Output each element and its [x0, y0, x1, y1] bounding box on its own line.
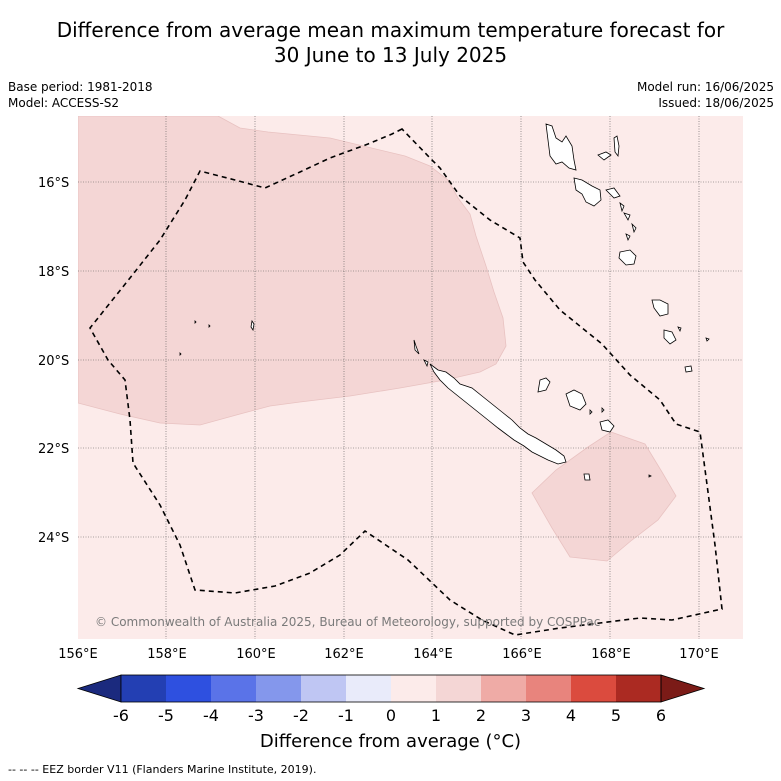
colorbar-segment	[616, 675, 661, 702]
island-group-loyalty	[413, 339, 652, 481]
cb-tick-1: 1	[431, 706, 441, 725]
colorbar-segment	[391, 675, 436, 702]
lon-label-160e: 160°E	[236, 647, 276, 662]
base-period-text: Base period: 1981-2018	[8, 80, 153, 94]
lon-label-164e: 164°E	[413, 647, 453, 662]
eez-border	[89, 128, 723, 636]
lat-label-20s: 20°S	[38, 354, 69, 369]
lat-label-22s: 22°S	[38, 442, 69, 457]
island-new-caledonia	[429, 363, 567, 465]
colorbar-frame	[120, 674, 662, 703]
cb-tick-5: 5	[611, 706, 621, 725]
issued-text: Issued: 18/06/2025	[658, 96, 774, 110]
lon-label-166e: 166°E	[502, 647, 542, 662]
colorbar-segment	[526, 675, 571, 702]
colorbar-extend-high	[660, 674, 706, 703]
lon-label-156e: 156°E	[58, 647, 98, 662]
colorbar-segment	[121, 675, 166, 702]
cb-tick-neg6: -6	[113, 706, 129, 725]
lat-label-16s: 16°S	[38, 176, 69, 191]
eez-footnote: -- -- -- EEZ border V11 (Flanders Marine…	[8, 763, 317, 776]
cb-tick-neg2: -2	[293, 706, 309, 725]
lon-label-162e: 162°E	[324, 647, 364, 662]
colorbar-segment	[301, 675, 346, 702]
meta-right: Model run: 16/06/2025 Issued: 18/06/2025	[637, 79, 774, 111]
colorbar-segment	[481, 675, 526, 702]
colorbar-segment	[256, 675, 301, 702]
colorbar-segment	[166, 675, 211, 702]
lat-label-18s: 18°S	[38, 265, 69, 280]
title-line-1: Difference from average mean maximum tem…	[56, 18, 725, 42]
copyright-credit: © Commonwealth of Australia 2025, Bureau…	[95, 615, 600, 629]
cb-tick-neg4: -4	[203, 706, 219, 725]
cb-tick-4: 4	[566, 706, 576, 725]
cb-tick-neg5: -5	[158, 706, 174, 725]
island-group-coral-sea	[179, 319, 255, 356]
title-line-2: 30 June to 13 July 2025	[273, 43, 508, 67]
model-text: Model: ACCESS-S2	[8, 96, 120, 110]
colorbar-segment	[211, 675, 256, 702]
lon-label-158e: 158°E	[147, 647, 187, 662]
lon-label-168e: 168°E	[591, 647, 631, 662]
latitude-labels: 16°S 18°S 20°S 22°S 24°S	[38, 176, 69, 546]
colorbar-segment	[571, 675, 616, 702]
meta-left: Base period: 1981-2018 Model: ACCESS-S2	[8, 79, 153, 111]
model-run-text: Model run: 16/06/2025	[636, 80, 774, 94]
colorbar-segment	[436, 675, 481, 702]
map-title: Difference from average mean maximum tem…	[0, 18, 781, 68]
cb-tick-neg3: -3	[248, 706, 264, 725]
colorbar-segment	[346, 675, 391, 702]
colorbar	[76, 674, 706, 703]
anomaly-region-west	[78, 116, 507, 426]
cb-tick-2: 2	[476, 706, 486, 725]
island-group-vanuatu	[545, 123, 710, 373]
colorbar-tick-labels: -6 -5 -4 -3 -2 -1 0 1 2 3 4 5 6	[113, 706, 666, 725]
anomaly-region-southeast	[531, 431, 677, 562]
colorbar-extend-low	[76, 674, 122, 703]
cb-tick-3: 3	[521, 706, 531, 725]
cb-tick-neg1: -1	[338, 706, 354, 725]
lon-label-170e: 170°E	[679, 647, 719, 662]
longitude-labels: 156°E 158°E 160°E 162°E 164°E 166°E 168°…	[58, 647, 719, 662]
colorbar-title: Difference from average (°C)	[259, 731, 522, 752]
cb-tick-6: 6	[656, 706, 666, 725]
cb-tick-0: 0	[386, 706, 396, 725]
lat-label-24s: 24°S	[38, 531, 69, 546]
